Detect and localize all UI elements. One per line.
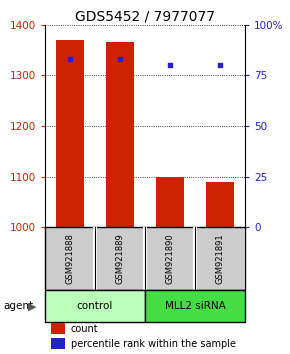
Bar [51, 323, 65, 334]
Bar [145, 290, 245, 322]
Text: count: count [71, 324, 99, 333]
Title: GDS5452 / 7977077: GDS5452 / 7977077 [75, 10, 215, 24]
Point [218, 62, 222, 68]
Bar [46, 227, 94, 290]
Bar [156, 177, 184, 227]
Bar [106, 42, 134, 227]
Text: GSM921888: GSM921888 [66, 233, 75, 284]
Bar [206, 182, 234, 227]
Text: ▶: ▶ [28, 301, 36, 311]
Text: GSM921891: GSM921891 [215, 233, 224, 284]
Point [68, 56, 72, 62]
Text: GSM921890: GSM921890 [166, 233, 175, 284]
Text: GSM921889: GSM921889 [115, 233, 124, 284]
Point [168, 62, 172, 68]
Point [118, 56, 122, 62]
Bar [51, 338, 65, 349]
Text: MLL2 siRNA: MLL2 siRNA [165, 301, 225, 311]
Bar [56, 40, 84, 227]
Bar [146, 227, 194, 290]
Text: percentile rank within the sample: percentile rank within the sample [71, 339, 236, 349]
Text: agent: agent [3, 301, 33, 311]
Bar [45, 290, 145, 322]
Text: control: control [77, 301, 113, 311]
Bar [96, 227, 144, 290]
Bar [196, 227, 244, 290]
